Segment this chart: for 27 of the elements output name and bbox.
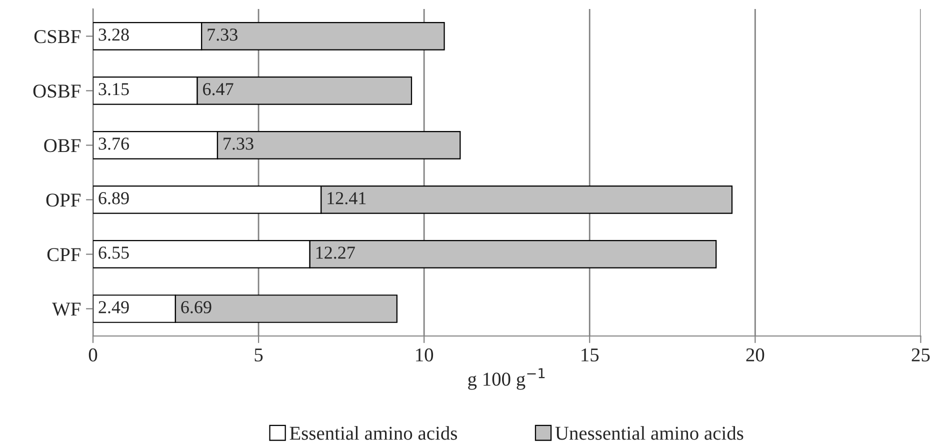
x-axis-title: g 100 g$^{−1}$: [468, 368, 545, 390]
x-tick-label: 5: [254, 348, 263, 362]
x-tick-label: 15: [582, 348, 599, 362]
x-tick-label: 10: [416, 348, 434, 362]
data-label: 12.41: [328, 192, 366, 204]
x-tick-label: 20: [746, 348, 764, 362]
data-label: 7.33: [208, 28, 238, 41]
data-label: 3.76: [98, 138, 130, 150]
data-label: 3.28: [98, 28, 129, 41]
y-tick-label: OBF: [44, 139, 80, 152]
y-tick-label: OSBF: [33, 84, 80, 98]
data-label: 6.55: [98, 246, 129, 259]
x-tick-label: 25: [912, 348, 930, 362]
data-label: 6.89: [98, 192, 129, 204]
data-label: 6.69: [181, 301, 212, 314]
data-label: 3.15: [98, 83, 129, 96]
y-tick-label: OPF: [46, 194, 80, 207]
data-label: 7.33: [224, 138, 254, 150]
legend-label: Unessential amino acids: [555, 426, 744, 440]
data-label: 6.47: [203, 83, 234, 96]
data-label: 2.49: [98, 301, 129, 314]
legend-label: Essential amino acids: [290, 426, 457, 440]
x-tick-label: 0: [88, 348, 98, 362]
y-tick-label: CSBF: [34, 30, 80, 44]
y-tick-label: CPF: [47, 248, 80, 262]
data-label: 12.27: [316, 246, 355, 259]
y-tick-label: WF: [52, 302, 80, 316]
